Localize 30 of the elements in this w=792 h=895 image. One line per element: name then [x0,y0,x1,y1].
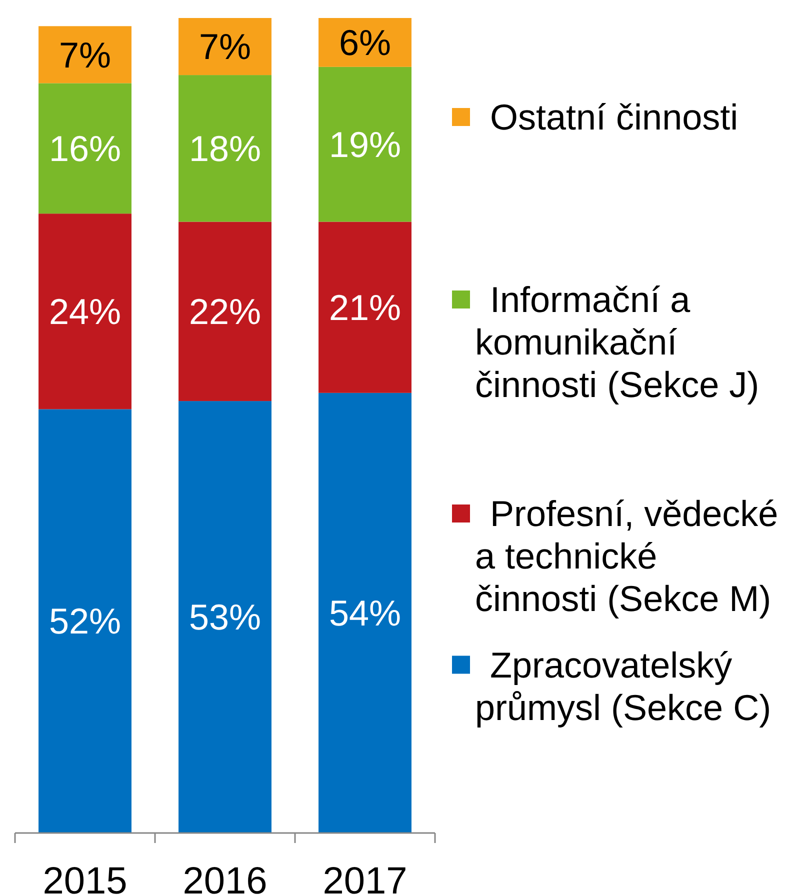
data-label: 21% [328,286,402,328]
bar [38,409,132,833]
legend-label: Zpracovatelský průmysl (Sekce C) [475,644,772,728]
bar [38,214,132,410]
data-label: 16% [48,128,122,169]
bar [178,401,272,833]
legend-label: Ostatní činnosti [490,96,738,138]
bar [318,66,412,222]
bar [318,222,412,393]
bar [178,75,272,222]
data-label: 6% [338,22,392,64]
data-label: 18% [188,128,262,169]
x-tick-label: 2016 [182,860,268,895]
data-label: 7% [198,26,252,68]
bar [178,18,272,76]
x-tick-label: 2017 [322,860,408,895]
x-tick-label: 2015 [42,860,128,895]
data-label: 19% [328,124,402,165]
bar [38,26,132,84]
data-label: 53% [188,596,262,638]
data-label: 24% [48,291,122,332]
bar [178,222,272,402]
bar [38,83,132,214]
legend-label: Profesní, vědecké a technické činnosti (Sekce M) [475,493,778,620]
legend-label: Informační a komunikační činnosti (Sekce J) [475,279,760,406]
bar [318,392,412,833]
data-label: 7% [58,34,112,76]
data-label: 54% [328,592,402,634]
data-label: 52% [48,600,122,642]
data-label: 22% [188,291,262,332]
